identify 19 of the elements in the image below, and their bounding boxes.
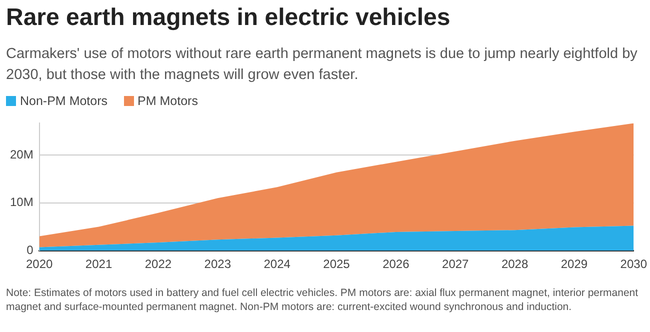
y-tick-label: 10M <box>10 195 34 210</box>
chart-title: Rare earth magnets in electric vehicles <box>6 4 450 32</box>
x-tick-label: 2022 <box>144 257 172 272</box>
x-tick-label: 2027 <box>442 257 470 272</box>
legend-label: PM Motors <box>136 94 198 108</box>
x-tick-label: 2030 <box>620 257 648 272</box>
legend-label: Non-PM Motors <box>19 94 108 108</box>
x-tick-label: 2026 <box>382 257 410 272</box>
y-tick-label: 0 <box>26 242 34 257</box>
x-tick-label: 2020 <box>26 257 54 272</box>
x-tick-label: 2024 <box>264 257 291 272</box>
x-tick-label: 2021 <box>85 257 112 272</box>
y-tick-label: 20M <box>10 147 34 162</box>
chart-subtitle: Carmakers' use of motors without rare earth permanent magnets is due to jump nearly eightfold by 2030, but those with the magnets will grow even faster. <box>6 45 638 85</box>
x-tick-label: 2029 <box>560 257 588 272</box>
x-tick-label: 2023 <box>204 257 232 272</box>
x-tick-label: 2025 <box>323 257 350 272</box>
x-tick-label: 2028 <box>501 257 528 272</box>
text: Note: Estimates of motors used in battery and fuel cell electric vehicles. PM motors are: axial flux permanent magnet, interior permanent magnet and surface-mounted permanent magnet. Non-PM motors are: current-excited wound synchronous and induction. <box>6 286 640 314</box>
